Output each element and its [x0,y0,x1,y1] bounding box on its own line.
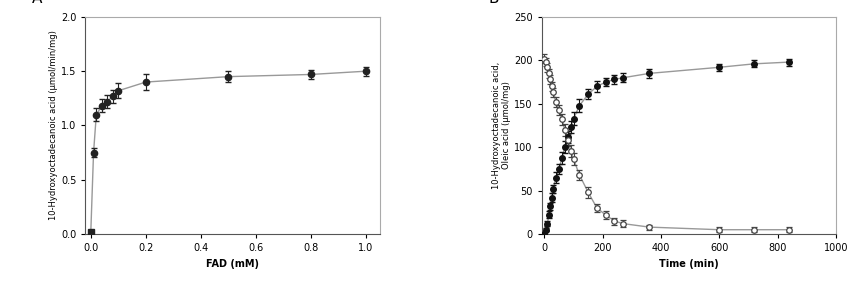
Text: B: B [488,0,498,6]
X-axis label: FAD (mM): FAD (mM) [205,259,259,269]
Text: A: A [32,0,43,6]
X-axis label: Time (min): Time (min) [658,259,717,269]
Y-axis label: 10-Hydroxyoctadecanoic acid (µmol/min/mg): 10-Hydroxyoctadecanoic acid (µmol/min/mg… [49,30,58,221]
Y-axis label: 10-Hydroxyoctadecanoic acid,
Oleic acid (µmol/mg): 10-Hydroxyoctadecanoic acid, Oleic acid … [491,62,510,189]
